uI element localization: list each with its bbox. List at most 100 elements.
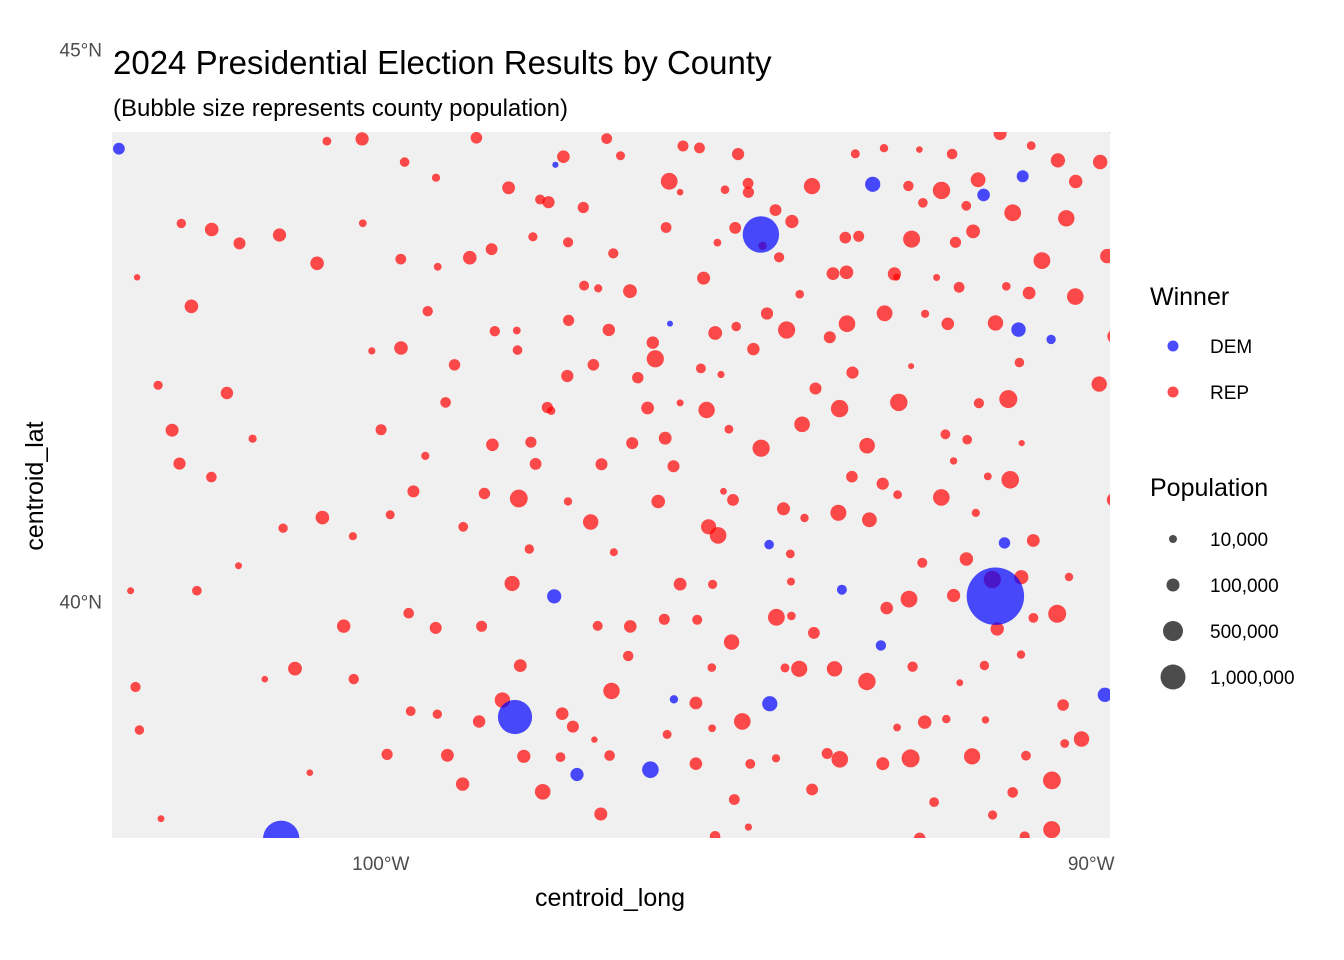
rep-county-bubble (1100, 248, 1110, 264)
rep-county-bubble (415, 853, 421, 859)
rep-county-bubble (248, 434, 257, 443)
rep-county-bubble (578, 844, 589, 855)
rep-county-bubble (0, 166, 3, 178)
rep-county-bubble (278, 523, 288, 533)
rep-county-bubble (901, 909, 910, 918)
rep-county-bubble (664, 7, 674, 17)
rep-county-bubble (694, 142, 705, 154)
rep-county-bubble (1, 381, 10, 390)
rep-county-bubble (661, 27, 669, 35)
rep-county-bubble (672, 867, 685, 880)
rep-county-bubble (48, 136, 59, 147)
rep-county-bubble (999, 390, 1018, 409)
rep-county-bubble (1113, 737, 1129, 753)
rep-county-bubble (1285, 917, 1294, 926)
rep-county-bubble (823, 331, 836, 344)
rep-county-bubble (440, 397, 451, 408)
rep-county-bubble (1332, 897, 1341, 906)
legend-size-label-3: 500,000 (1210, 622, 1279, 643)
rep-county-bubble (983, 472, 992, 481)
rep-county-bubble (676, 399, 684, 407)
rep-county-bubble (724, 96, 738, 110)
rep-county-bubble (1318, 617, 1329, 628)
rep-county-bubble (486, 438, 499, 452)
rep-county-bubble (1129, 190, 1143, 204)
rep-county-bubble (1192, 394, 1208, 410)
rep-county-bubble (971, 508, 980, 517)
x-tick-label: 100°W (352, 854, 409, 875)
rep-county-bubble (623, 650, 634, 662)
rep-county-bubble (646, 350, 664, 368)
rep-county-bubble (698, 401, 715, 419)
rep-county-bubble (1333, 316, 1344, 328)
rep-county-bubble (1129, 66, 1143, 80)
rep-county-bubble (696, 363, 706, 374)
rep-county-bubble (993, 132, 1007, 141)
rep-county-bubble (1114, 841, 1125, 852)
rep-county-bubble (676, 188, 684, 196)
rep-county-bubble (720, 487, 727, 495)
rep-county-bubble (949, 236, 962, 248)
rep-county-bubble (127, 587, 135, 595)
rep-county-bubble (1073, 731, 1090, 747)
rep-county-bubble (512, 326, 521, 335)
rep-county-bubble (831, 751, 849, 768)
rep-county-bubble (184, 299, 199, 314)
rep-county-bubble (358, 219, 367, 228)
dem-county-bubble (399, 878, 409, 888)
rep-county-bubble (916, 146, 923, 153)
dem-county-bubble (547, 589, 562, 604)
rep-county-bubble (1033, 252, 1051, 269)
rep-county-bubble (839, 265, 854, 280)
rep-county-bubble (1263, 242, 1276, 255)
dem-county-bubble (669, 695, 679, 704)
rep-county-bubble (1018, 440, 1025, 447)
rep-county-bubble (432, 709, 442, 719)
rep-county-bubble (375, 424, 387, 436)
rep-county-bubble (421, 451, 430, 460)
rep-county-bubble (744, 823, 753, 831)
rep-county-bubble (1243, 811, 1251, 819)
rep-county-bubble (1036, 933, 1047, 944)
rep-county-bubble (973, 954, 984, 960)
rep-county-bubble (88, 559, 94, 565)
rep-county-bubble (771, 754, 781, 763)
rep-county-bubble (677, 0, 691, 10)
rep-county-bubble (970, 172, 986, 188)
rep-county-bubble (709, 527, 727, 544)
rep-county-bubble (1150, 504, 1165, 519)
rep-county-bubble (933, 489, 950, 506)
rep-county-bubble (1329, 581, 1337, 589)
rep-county-bubble (563, 497, 573, 506)
legend-winner-title: Winner (1150, 283, 1229, 311)
rep-county-bubble (720, 185, 730, 194)
rep-county-bubble (288, 661, 302, 676)
rep-county-bubble (889, 882, 900, 893)
rep-county-bubble (741, 0, 756, 7)
rep-county-bubble (1262, 892, 1268, 898)
rep-county-bubble (261, 675, 269, 683)
y-tick-label: 45°N (60, 41, 102, 62)
rep-county-bubble (692, 614, 703, 625)
rep-county-bubble (1316, 931, 1333, 948)
rep-county-bubble (1048, 604, 1067, 623)
chart-subtitle: (Bubble size represents county populatio… (113, 95, 568, 122)
rep-county-bubble (577, 201, 589, 214)
rep-county-bubble (794, 416, 810, 433)
rep-county-bubble (58, 622, 71, 635)
dem-county-bubble (585, 95, 600, 110)
rep-county-bubble (725, 856, 739, 870)
rep-county-bubble (358, 875, 370, 887)
rep-county-bubble (658, 431, 672, 445)
rep-county-bubble (445, 888, 457, 900)
rep-county-bubble (112, 923, 121, 932)
legend-dem-key (1167, 340, 1179, 352)
x-axis-title: centroid_long (535, 884, 685, 912)
rep-county-bubble (747, 342, 760, 356)
rep-county-bubble (1026, 534, 1040, 547)
rep-county-bubble (1016, 650, 1026, 659)
rep-county-bubble (1197, 771, 1208, 782)
rep-county-bubble (463, 250, 477, 265)
rep-county-bubble (962, 434, 972, 445)
rep-county-bubble (337, 619, 351, 633)
